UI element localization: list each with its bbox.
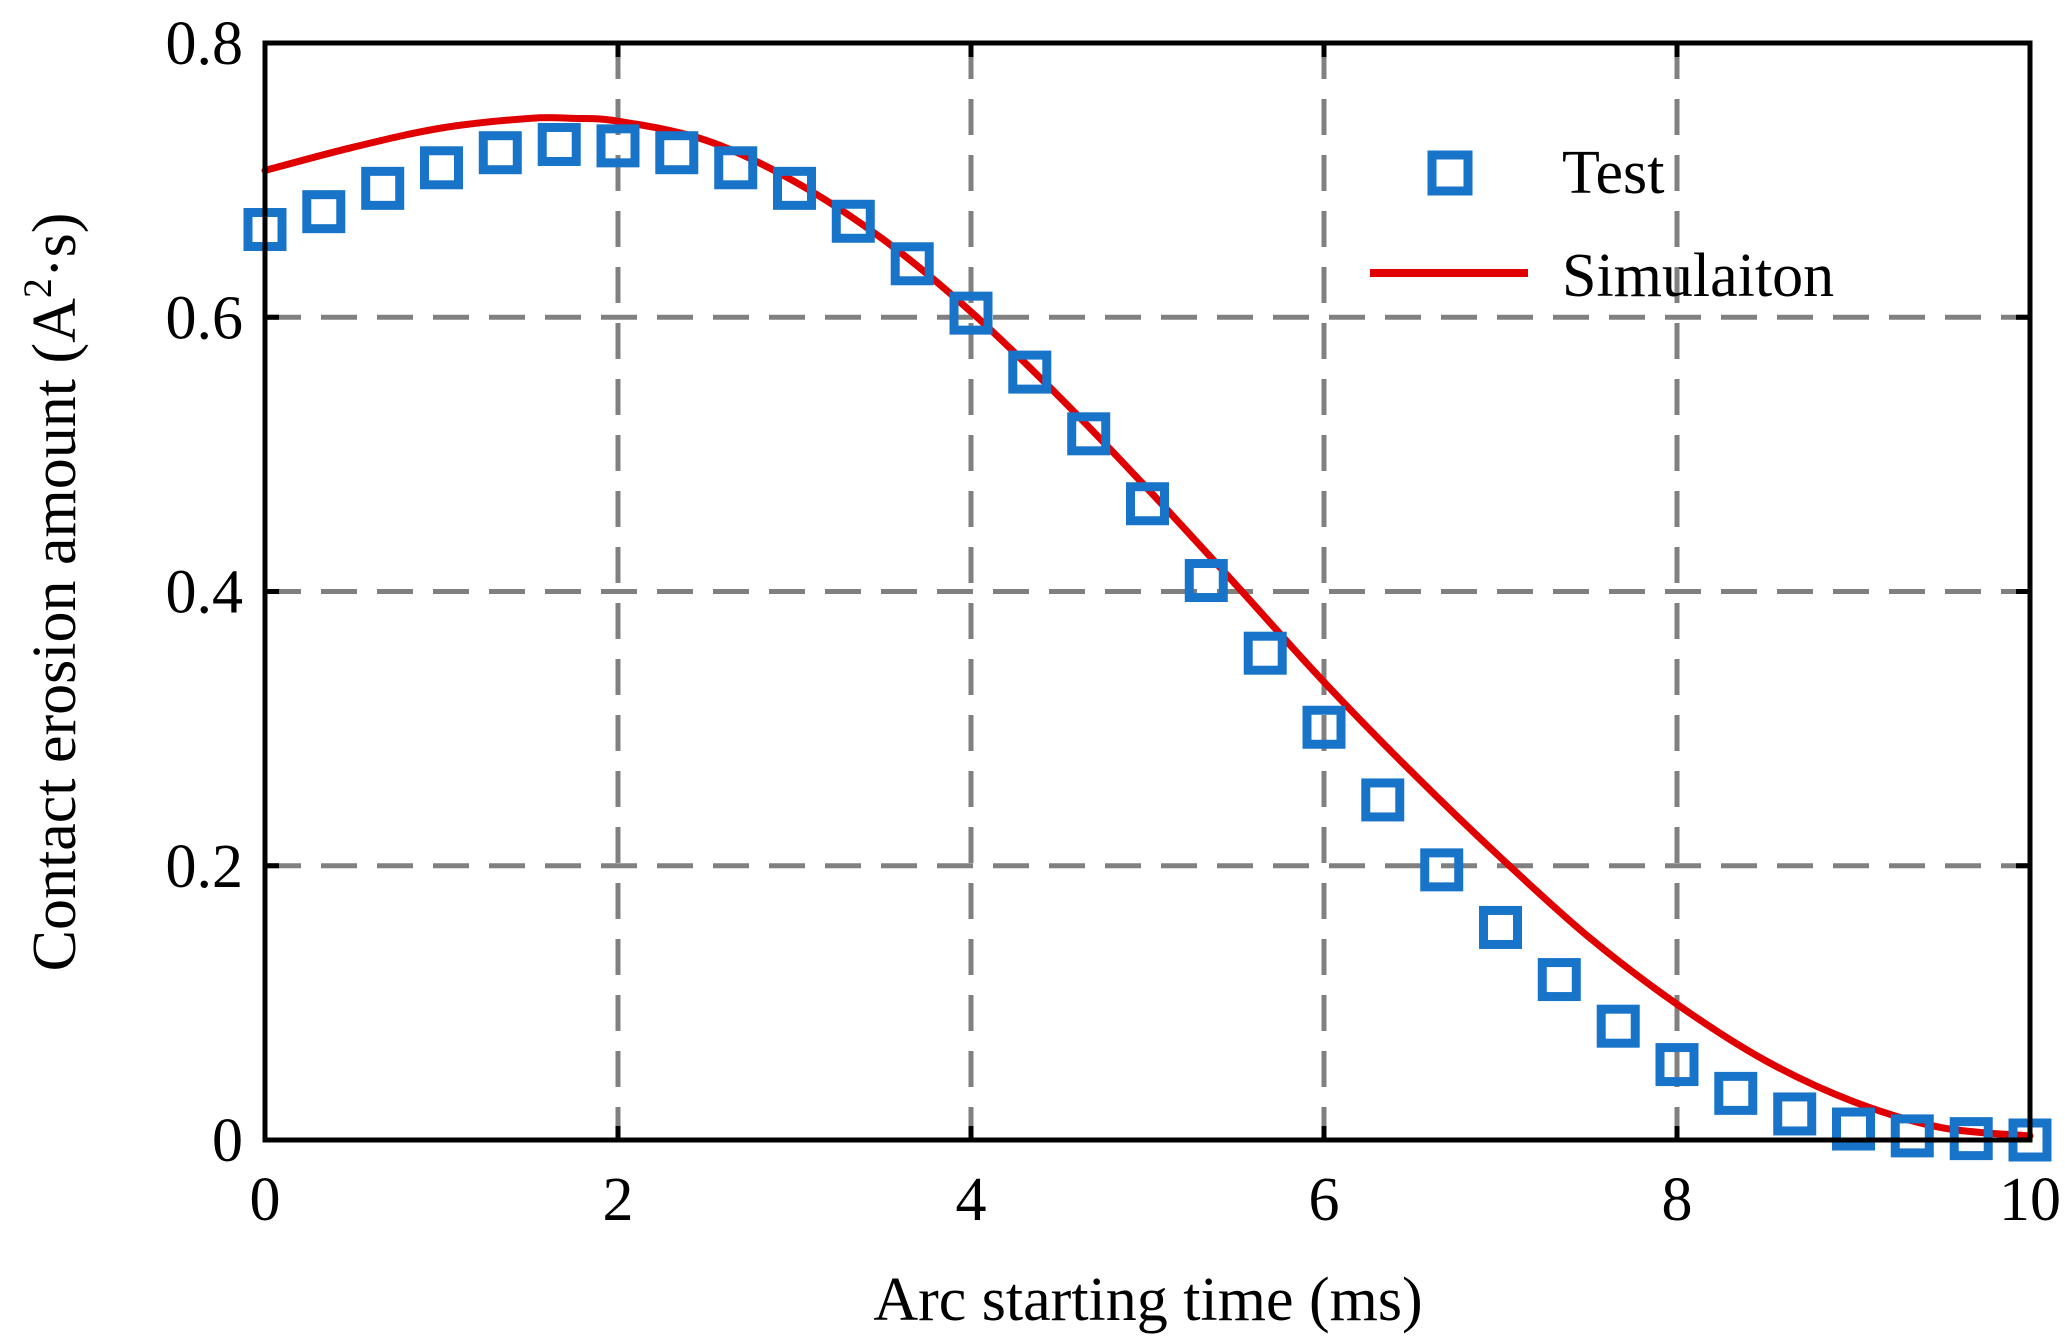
test-point xyxy=(1361,778,1405,822)
test-point xyxy=(1832,1107,1875,1151)
test-point xyxy=(1243,631,1287,675)
x-axis-title: Arc starting time (ms) xyxy=(873,1266,1422,1334)
tick-labels: 0 2 4 6 8 10 0 0.2 0.4 0.6 0.8 xyxy=(166,10,2062,1234)
legend: Test Simulaiton xyxy=(1370,139,1834,310)
x-tick-label-3: 6 xyxy=(1309,1166,1340,1234)
test-point xyxy=(1890,1114,1934,1158)
legend-simulation-label: Simulaiton xyxy=(1562,242,1834,310)
y-axis-title-tail: ·s) xyxy=(21,213,89,278)
test-series xyxy=(243,122,2052,1162)
test-point xyxy=(361,166,405,210)
test-point xyxy=(655,131,699,175)
y-tick-label-4: 0.8 xyxy=(166,10,244,78)
test-point xyxy=(420,146,463,190)
test-point xyxy=(1537,958,1581,1002)
test-point xyxy=(1773,1092,1817,1136)
test-point xyxy=(302,190,346,234)
axis-ticks xyxy=(262,40,2033,1143)
test-point xyxy=(949,291,993,335)
y-axis-title: Contact erosion amount (A2·s) xyxy=(15,213,89,972)
test-point xyxy=(537,122,581,166)
test-point xyxy=(1302,705,1346,749)
test-point xyxy=(890,242,934,286)
test-point xyxy=(714,146,758,190)
test-point xyxy=(831,199,875,243)
y-tick-label-0: 0 xyxy=(212,1107,243,1175)
test-point xyxy=(1067,412,1111,456)
x-tick-label-0: 0 xyxy=(250,1166,281,1234)
y-axis-title-superscript: 2 xyxy=(15,278,60,298)
x-tick-label-5: 10 xyxy=(1999,1166,2061,1234)
test-point xyxy=(1714,1071,1758,1115)
test-point xyxy=(1420,848,1464,892)
y-tick-label-1: 0.2 xyxy=(166,833,244,901)
x-tick-label-1: 2 xyxy=(603,1166,634,1234)
test-point xyxy=(1479,905,1522,949)
x-tick-label-4: 8 xyxy=(1662,1166,1693,1234)
legend-test-marker xyxy=(1427,150,1473,196)
test-point xyxy=(1184,559,1228,603)
test-point xyxy=(1008,350,1052,394)
y-tick-label-3: 0.6 xyxy=(166,284,244,352)
test-point xyxy=(478,131,522,175)
test-point xyxy=(1126,482,1169,526)
y-tick-label-2: 0.4 xyxy=(166,559,244,627)
test-point xyxy=(1655,1043,1699,1087)
legend-test-label: Test xyxy=(1562,139,1664,207)
test-point xyxy=(773,166,816,210)
test-point xyxy=(1596,1004,1640,1048)
x-tick-label-2: 4 xyxy=(956,1166,987,1234)
test-point xyxy=(596,124,640,168)
y-axis-title-main: Contact erosion amount (A xyxy=(21,298,89,971)
grid xyxy=(265,43,2030,1140)
